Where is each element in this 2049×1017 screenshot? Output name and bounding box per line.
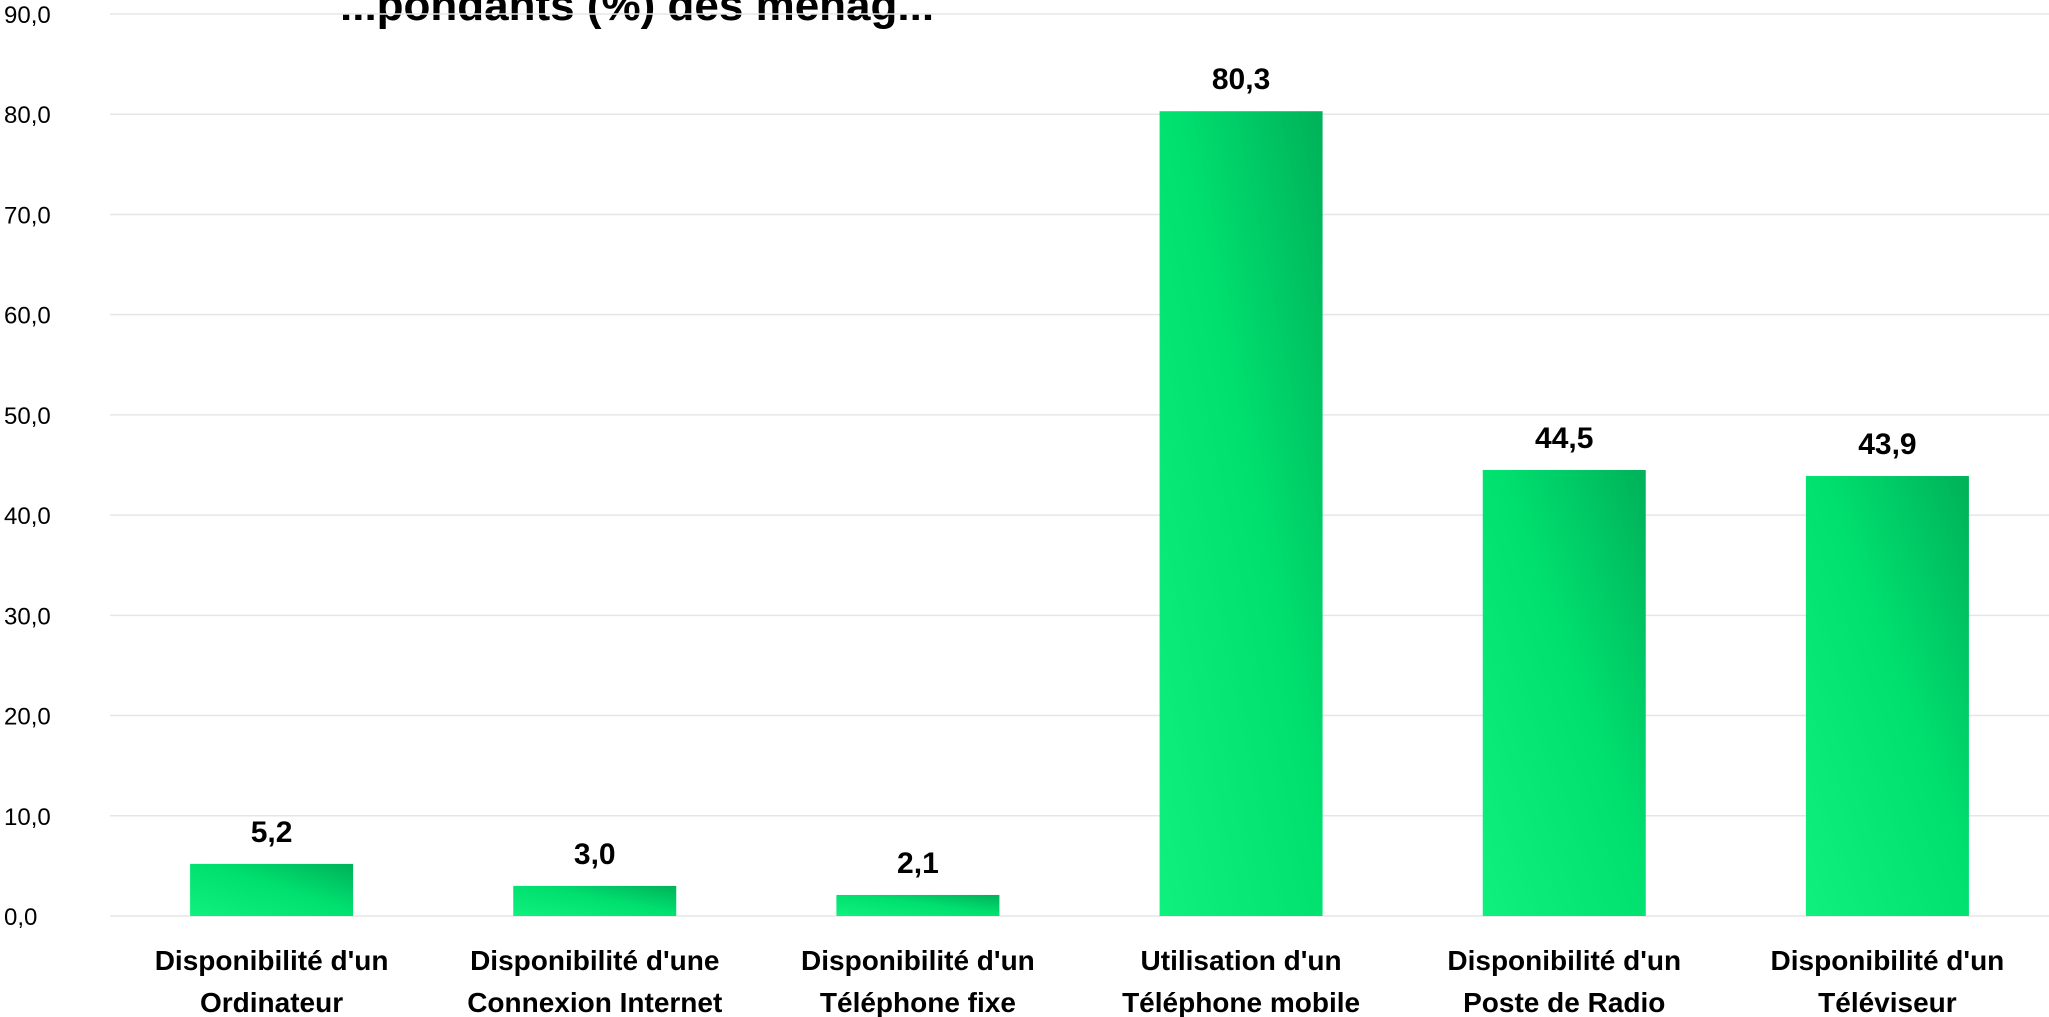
- data-label: 44,5: [1535, 422, 1593, 455]
- x-category-label: Ordinateur: [200, 987, 343, 1017]
- y-axis: 0,0 10,0 20,0 30,0 40,0 50,0 60,0 70,0 80,0 90,0: [4, 2, 51, 931]
- x-axis: Disponibilité d'un Ordinateur Disponibilit…: [155, 945, 2005, 1017]
- data-label: 5,2: [251, 816, 293, 849]
- bar: [513, 885, 677, 916]
- bar: [836, 894, 1000, 916]
- data-label: 2,1: [897, 847, 939, 880]
- y-tick-label: 50,0: [4, 403, 51, 430]
- x-category-label: Poste de Radio: [1463, 987, 1665, 1017]
- x-category-label: Téléphone mobile: [1122, 987, 1360, 1017]
- chart-title: ...pondants (%) des ménag...: [340, 0, 934, 30]
- gridlines: [110, 13, 2049, 917]
- data-label: 80,3: [1212, 63, 1270, 96]
- bars: [190, 111, 1969, 916]
- x-category-label: Connexion Internet: [467, 987, 722, 1017]
- x-category-label: Utilisation d'un: [1141, 945, 1342, 976]
- y-tick-label: 90,0: [4, 2, 51, 29]
- bar: [1159, 111, 1323, 916]
- x-category-label: Disponibilité d'un: [1771, 945, 2005, 976]
- y-tick-label: 0,0: [4, 904, 37, 931]
- data-labels: 5,2 3,0 2,1 80,3 44,5 43,9: [251, 63, 1917, 880]
- x-category-label: Disponibilité d'un: [801, 945, 1035, 976]
- y-tick-label: 30,0: [4, 603, 51, 630]
- x-category-label: Téléviseur: [1818, 987, 1957, 1017]
- bar: [1805, 476, 1969, 916]
- y-tick-label: 80,0: [4, 102, 51, 129]
- bar: [1482, 470, 1646, 916]
- x-category-label: Disponibilité d'un: [1447, 945, 1681, 976]
- y-tick-label: 70,0: [4, 202, 51, 229]
- bar: [190, 863, 354, 916]
- y-tick-label: 20,0: [4, 704, 51, 731]
- data-label: 3,0: [574, 838, 616, 871]
- x-category-label: Téléphone fixe: [820, 987, 1016, 1017]
- y-tick-label: 60,0: [4, 303, 51, 330]
- y-tick-label: 10,0: [4, 804, 51, 831]
- y-tick-label: 40,0: [4, 503, 51, 530]
- x-category-label: Disponibilité d'un: [155, 945, 389, 976]
- data-label: 43,9: [1858, 428, 1916, 461]
- x-category-label: Disponibilité d'une: [470, 945, 719, 976]
